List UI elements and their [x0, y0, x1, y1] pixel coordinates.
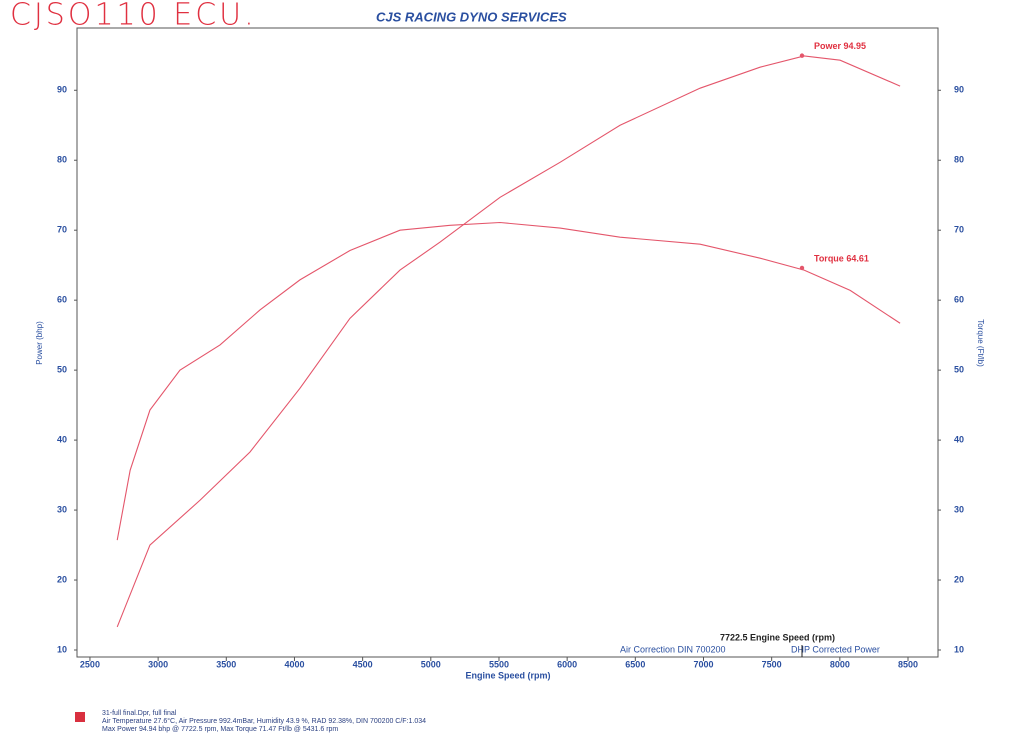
series-line: [116, 55, 901, 628]
y2-tick-label: 40: [954, 434, 964, 444]
x-tick-label: 3000: [148, 659, 168, 669]
y-tick-label: 10: [57, 644, 67, 654]
x-tick-label: 5000: [421, 659, 441, 669]
footer-text: Max Power 94.94 bhp @ 7722.5 rpm, Max To…: [102, 726, 338, 733]
cursor-label: 7722.5 Engine Speed (rpm): [720, 632, 835, 642]
y2-tick-label: 20: [954, 574, 964, 584]
y2-tick-label: 50: [954, 365, 964, 375]
y-axis-label: Power (bhp): [35, 321, 44, 365]
x-axis-label: Engine Speed (rpm): [465, 670, 550, 680]
footer-text: 31-full final.Dpr, full final: [102, 710, 177, 717]
y2-tick-label: 60: [954, 295, 964, 305]
x-tick-label: 3500: [216, 659, 236, 669]
annotation-marker: [799, 265, 805, 271]
footer-text: Air Temperature 27.6°C, Air Pressure 992…: [102, 717, 426, 725]
y2-tick-label: 70: [954, 225, 964, 235]
x-tick-label: 2500: [80, 659, 100, 669]
handwriting: CJSO110 ECU.: [10, 0, 257, 33]
x-tick-label: 4000: [284, 659, 304, 669]
x-tick-label: 7500: [762, 659, 782, 669]
y2-tick-label: 10: [954, 644, 964, 654]
status-text: Air Correction DIN 700200: [620, 644, 726, 654]
y2-axis-label: Torque (Ft/lb): [976, 319, 985, 367]
y-tick-label: 30: [57, 504, 67, 514]
chart-title: CJS RACING DYNO SERVICES: [376, 9, 567, 24]
x-tick-label: 4500: [353, 659, 373, 669]
y-tick-label: 50: [57, 365, 67, 375]
x-tick-label: 8000: [830, 659, 850, 669]
annotation-label: Power 94.95: [814, 41, 866, 51]
y-tick-label: 80: [57, 155, 67, 165]
plot-frame: [76, 27, 939, 658]
y2-tick-label: 90: [954, 85, 964, 95]
x-tick-label: 8500: [898, 659, 918, 669]
y-tick-label: 60: [57, 295, 67, 305]
y2-tick-label: 80: [954, 155, 964, 165]
status-text: DHP Corrected Power: [791, 644, 880, 654]
annotation-label: Torque 64.61: [814, 253, 869, 263]
x-tick-label: 5500: [489, 659, 509, 669]
series-line: [116, 221, 901, 541]
legend-swatch: [75, 712, 85, 722]
x-tick-label: 6000: [557, 659, 577, 669]
x-tick-label: 7000: [693, 659, 713, 669]
y2-tick-label: 30: [954, 504, 964, 514]
y-tick-label: 70: [57, 225, 67, 235]
y-tick-label: 40: [57, 434, 67, 444]
y-tick-label: 90: [57, 85, 67, 95]
x-tick-label: 6500: [625, 659, 645, 669]
annotation-marker: [799, 53, 805, 58]
y-tick-label: 20: [57, 574, 67, 584]
